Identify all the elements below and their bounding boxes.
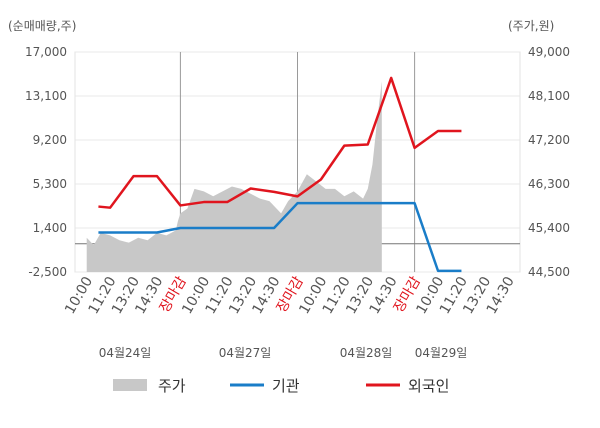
right-tick-label: 47,200 xyxy=(528,133,570,147)
legend-label-foreigner: 외국인 xyxy=(408,377,449,395)
price-area-layer xyxy=(86,81,382,272)
right-tick-label: 45,400 xyxy=(528,221,570,235)
date-label: 04월27일 xyxy=(219,346,272,360)
left-tick-label: -2,500 xyxy=(28,265,67,279)
legend-label-institution: 기관 xyxy=(272,377,300,395)
date-label: 04월24일 xyxy=(99,346,152,360)
legend-swatch-price xyxy=(113,379,147,391)
right-tick-label: 44,500 xyxy=(528,265,570,279)
left-tick-label: 9,200 xyxy=(33,133,67,147)
left-axis-unit-label: (순매매량,주) xyxy=(8,19,76,33)
right-tick-label: 48,100 xyxy=(528,89,570,103)
legend: 주가 기관 외국인 xyxy=(113,377,449,395)
left-tick-label: 13,100 xyxy=(25,89,67,103)
series-lines-layer xyxy=(98,76,462,273)
right-tick-label: 49,000 xyxy=(528,45,570,59)
left-axis-ticks: 17,000 13,100 9,200 5,300 1,400 -2,500 xyxy=(25,45,67,279)
left-tick-label: 17,000 xyxy=(25,45,67,59)
price-area xyxy=(86,81,382,272)
right-axis-ticks: 49,000 48,100 47,200 46,300 45,400 44,500 xyxy=(528,45,570,279)
x-axis-ticks: 10:0011:2013:2014:30장마감10:0011:2013:2014… xyxy=(62,274,518,317)
legend-label-price: 주가 xyxy=(158,377,186,395)
date-label: 04월28일 xyxy=(340,346,393,360)
series-line-foreigner xyxy=(98,76,462,209)
right-tick-label: 46,300 xyxy=(528,177,570,191)
left-tick-label: 5,300 xyxy=(33,177,67,191)
series-line-institution xyxy=(98,201,462,273)
left-tick-label: 1,400 xyxy=(33,221,67,235)
date-label: 04월29일 xyxy=(415,346,468,360)
right-axis-unit-label: (주가,원) xyxy=(508,19,554,33)
date-labels: 04월24일 04월27일 04월28일 04월29일 xyxy=(99,346,468,360)
